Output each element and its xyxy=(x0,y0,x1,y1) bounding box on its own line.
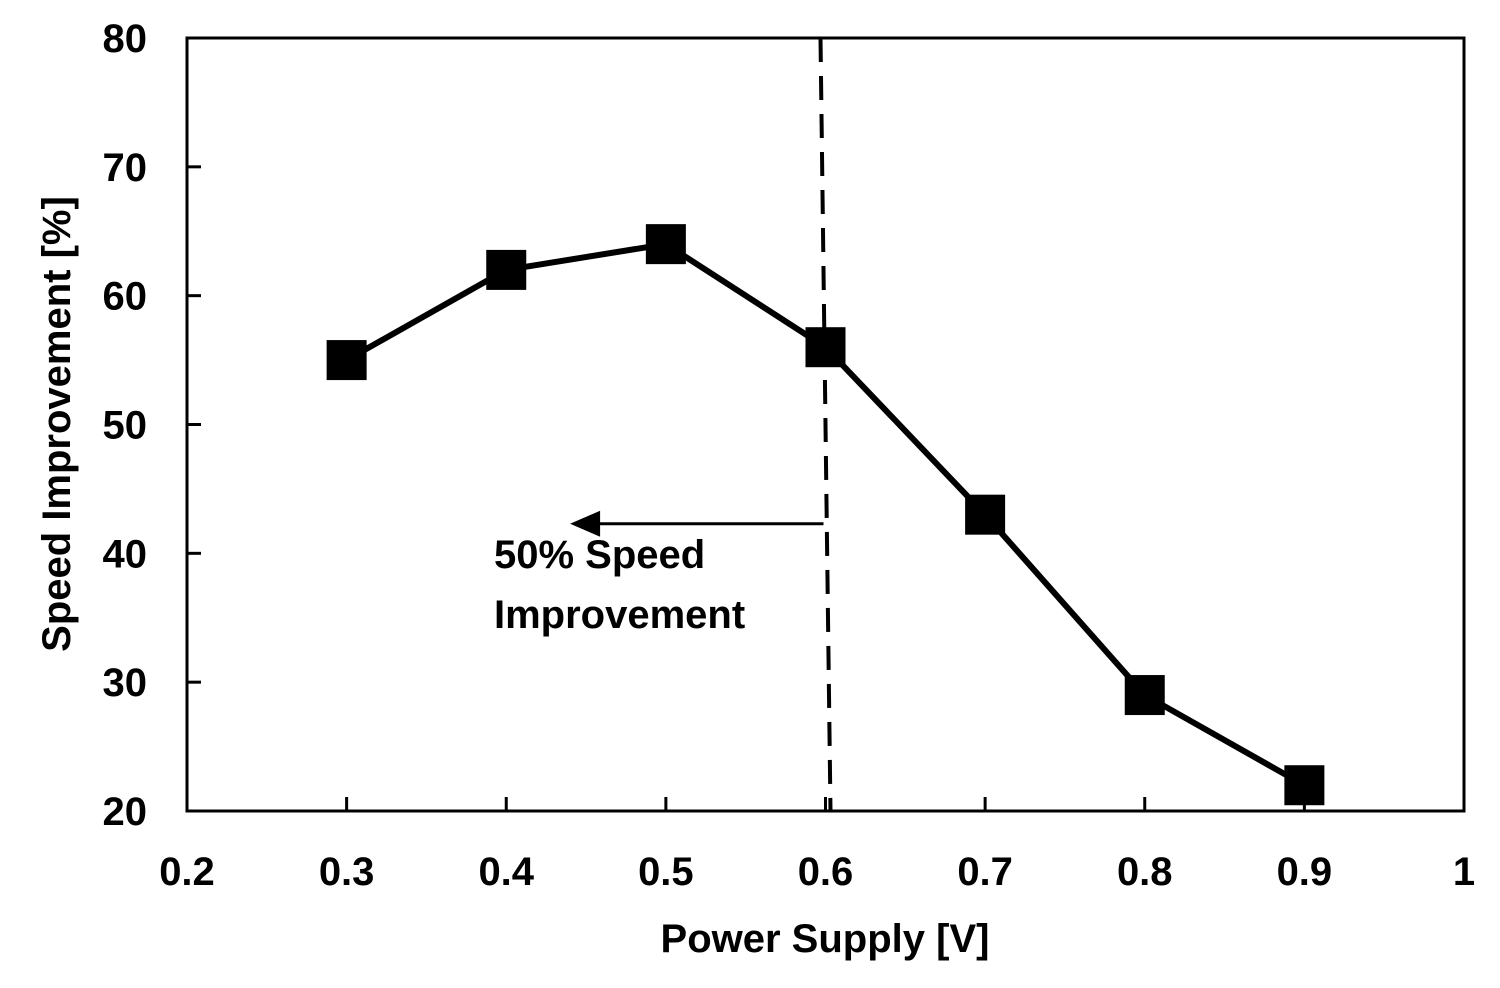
data-point xyxy=(805,327,846,368)
annotation-arrow-head xyxy=(570,510,601,537)
y-tick-label: 20 xyxy=(103,790,148,834)
x-axis: 0.2 0.3 0.4 0.5 0.6 0.7 0.8 0.9 1 xyxy=(159,797,1475,894)
x-axis-title: Power Supply [V] xyxy=(661,917,990,961)
data-point xyxy=(965,494,1006,535)
annotation-text-line: Improvement xyxy=(494,593,745,637)
y-tick-label: 30 xyxy=(103,661,148,705)
annotation-group: 50% Speed Improvement xyxy=(494,510,824,637)
data-point xyxy=(1124,675,1165,716)
annotation-text-line: 50% Speed xyxy=(494,533,705,577)
x-tick-label: 0.6 xyxy=(798,850,854,894)
reference-line xyxy=(818,37,833,812)
y-tick-label: 60 xyxy=(103,275,148,319)
data-point xyxy=(1284,765,1325,806)
x-tick-label: 0.5 xyxy=(638,850,694,894)
data-series xyxy=(326,224,1325,806)
x-tick-label: 0.8 xyxy=(1117,850,1173,894)
data-point xyxy=(326,340,367,381)
x-tick-label: 1 xyxy=(1453,850,1475,894)
x-tick-label: 0.9 xyxy=(1277,850,1333,894)
y-tick-label: 40 xyxy=(103,532,148,576)
x-tick-label: 0.3 xyxy=(319,850,375,894)
y-tick-label: 70 xyxy=(103,146,148,190)
x-tick-label: 0.2 xyxy=(159,850,215,894)
y-axis: 20 30 40 50 60 70 80 xyxy=(103,17,201,834)
data-point xyxy=(645,224,686,265)
x-tick-label: 0.4 xyxy=(478,850,534,894)
data-point xyxy=(486,249,527,290)
y-axis-title: Speed Improvement [%] xyxy=(35,196,79,652)
y-tick-label: 80 xyxy=(103,17,148,61)
x-tick-label: 0.7 xyxy=(957,850,1013,894)
y-tick-label: 50 xyxy=(103,404,148,448)
reference-line-group xyxy=(818,37,833,812)
